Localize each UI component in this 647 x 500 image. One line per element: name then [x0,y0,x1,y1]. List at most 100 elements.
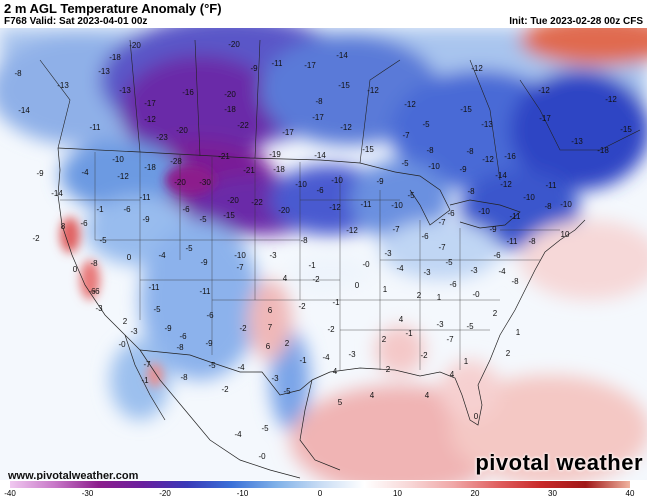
anomaly-value-label: -6 [88,287,96,296]
anomaly-value-label: -5 [99,236,107,245]
colorbar-strip [10,481,630,488]
anomaly-value-label: -1 [308,261,316,270]
anomaly-value-label: -5 [445,258,453,267]
anomaly-value-label: -5 [407,191,415,200]
anomaly-value-label: -4 [81,168,89,177]
anomaly-value-label: -3 [384,249,392,258]
anomaly-value-label: -9 [142,215,150,224]
anomaly-value-label: -10 [428,162,440,171]
anomaly-value-label: -6 [449,280,457,289]
anomaly-value-label: -14 [18,106,30,115]
anomaly-value-label: 4 [425,391,430,400]
anomaly-value-label: -22 [237,121,249,130]
anomaly-value-label: 4 [333,367,338,376]
anomaly-value-label: -9 [459,165,467,174]
anomaly-value-label: 1 [437,293,442,302]
anomaly-value-label: -11 [507,237,519,246]
anomaly-value-label: -4 [237,363,245,372]
anomaly-value-label: -20 [129,41,141,50]
anomaly-value-label: -20 [174,178,186,187]
anomaly-value-label: -20 [176,126,188,135]
anomaly-value-label: -2 [298,302,306,311]
anomaly-value-label: 7 [268,323,273,332]
colorbar-tick: 10 [393,489,402,498]
anomaly-value-label: -6 [80,219,88,228]
anomaly-value-label: -9 [250,64,258,73]
anomaly-value-label: -18 [273,165,285,174]
anomaly-value-label: -11 [546,181,558,190]
anomaly-value-label: -12 [404,100,416,109]
anomaly-value-label: -8 [90,259,98,268]
anomaly-value-label: -4 [158,251,166,260]
anomaly-value-label: -2 [32,234,40,243]
anomaly-value-label: -15 [460,105,472,114]
anomaly-value-label: -1 [332,298,340,307]
anomaly-value-label: -3 [348,350,356,359]
anomaly-value-label: -8 [14,69,22,78]
anomaly-value-label: -10 [331,176,343,185]
anomaly-value-label: -30 [199,178,211,187]
anomaly-value-label: -11 [140,193,152,202]
anomaly-value-label: -11 [361,200,373,209]
anomaly-value-label: 5 [338,398,343,407]
anomaly-value-label: -8 [466,147,474,156]
anomaly-value-label: -2 [239,324,247,333]
anomaly-value-label: -7 [438,243,446,252]
anomaly-value-label: -2 [327,325,335,334]
colorbar-tick: -40 [4,489,16,498]
anomaly-value-label: -8 [180,373,188,382]
colorbar-tick: 40 [625,489,635,498]
anomaly-value-label: -10 [234,251,246,260]
map-header: 2 m AGL Temperature Anomaly (°F) F768 Va… [0,0,647,28]
anomaly-value-label: 4 [370,391,375,400]
anomaly-value-label: -20 [278,206,290,215]
anomaly-value-label: -5 [283,387,291,396]
anomaly-value-label: -12 [471,64,483,73]
anomaly-value-label: -2 [221,385,229,394]
anomaly-value-label: -10 [478,207,490,216]
pivotal-weather-logo: pivotal weather [475,450,643,475]
anomaly-value-label: -6 [447,209,455,218]
anomaly-value-label: -3 [423,268,431,277]
anomaly-value-label: -8 [528,237,536,246]
anomaly-value-label: -7 [236,263,244,272]
anomaly-value-label: -14 [336,51,348,60]
anomaly-value-label: -5 [422,120,430,129]
anomaly-value-label: -15 [338,81,350,90]
anomaly-value-label: -6 [493,251,501,260]
anomaly-value-label: -0 [472,290,480,299]
anomaly-value-label: -9 [376,177,384,186]
anomaly-value-label: -1 [141,376,149,385]
anomaly-value-label: -1 [96,205,104,214]
anomaly-value-label: 0 [73,265,78,274]
colorbar-tick: -30 [81,489,94,498]
anomaly-value-label: 2 [506,349,511,358]
anomaly-value-label: -13 [481,120,493,129]
anomaly-value-label: -12 [340,123,352,132]
anomaly-value-label: -1 [405,329,413,338]
anomaly-value-label: -15 [362,145,374,154]
anomaly-value-label: -20 [227,196,239,205]
anomaly-value-label: -11 [90,123,102,132]
anomaly-value-label: -0 [258,452,266,461]
anomaly-value-label: -3 [436,320,444,329]
anomaly-value-label: -6 [421,232,429,241]
anomaly-value-label: 8 [61,222,66,231]
anomaly-value-label: 2 [386,365,391,374]
anomaly-value-label: -3 [95,304,103,313]
anomaly-value-label: -6 [92,287,100,296]
anomaly-value-label: -4 [396,264,404,273]
anomaly-value-label: -2 [420,351,428,360]
anomaly-value-label: -7 [438,218,446,227]
anomaly-value-label: -17 [144,99,156,108]
anomaly-value-label: -1 [299,356,307,365]
anomaly-value-label: -16 [182,88,194,97]
anomaly-value-label: -6 [206,311,214,320]
colorbar: -40 -30 -20 -10 0 10 20 30 40 [0,480,647,500]
anomaly-value-label: -5 [199,215,207,224]
anomaly-value-label: -11 [510,212,522,221]
anomaly-value-label: -8 [426,146,434,155]
valid-time: F768 Valid: Sat 2023-04-01 00z [4,16,148,27]
website-label: www.pivotalweather.com [8,470,139,482]
anomaly-value-label: -5 [261,424,269,433]
